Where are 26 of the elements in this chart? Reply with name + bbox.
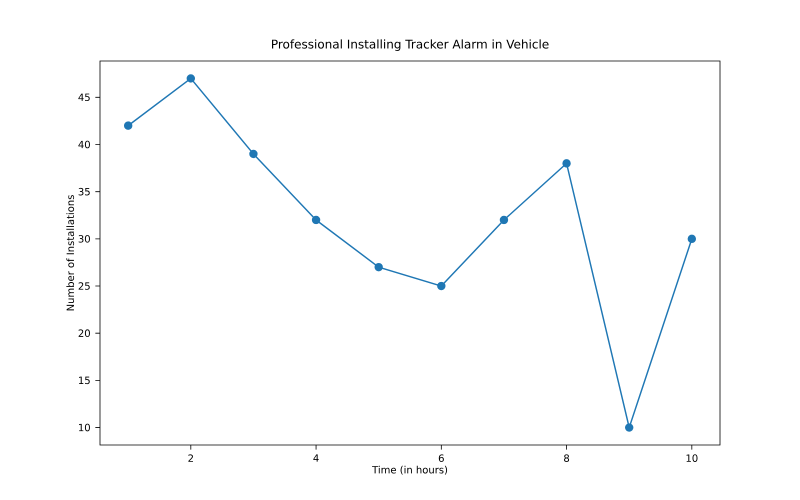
point: [624, 423, 634, 432]
x-tick-label: 4: [313, 454, 319, 462]
x-tick-label: 6: [438, 454, 444, 462]
y-tick-label: 25: [78, 282, 90, 290]
point: [500, 216, 508, 224]
point: [562, 159, 571, 168]
y-tick-label: 45: [78, 94, 90, 102]
y-tick-label: 15: [79, 376, 90, 384]
x-tick-label: 8: [564, 454, 570, 462]
y-tick-label: 35: [78, 188, 90, 196]
chart-title: Professional Installing Tracker Alarm in Vehicle: [272, 39, 549, 51]
y-tick-label: 40: [78, 140, 90, 148]
point: [249, 150, 258, 158]
y-tick-label: 10: [79, 424, 90, 432]
x-tick-label: 10: [686, 454, 698, 462]
x-tick-label: 2: [188, 454, 193, 462]
y-axis-title: Number of Installations: [66, 195, 74, 310]
y-tick-label: 30: [78, 235, 90, 243]
point: [374, 262, 383, 272]
x-axis-title: Time (in hours): [372, 466, 448, 475]
point: [437, 282, 446, 290]
point: [186, 74, 196, 83]
point: [312, 216, 320, 224]
point: [688, 234, 696, 244]
point: [124, 121, 132, 130]
y-tick-label: 20: [78, 329, 90, 337]
